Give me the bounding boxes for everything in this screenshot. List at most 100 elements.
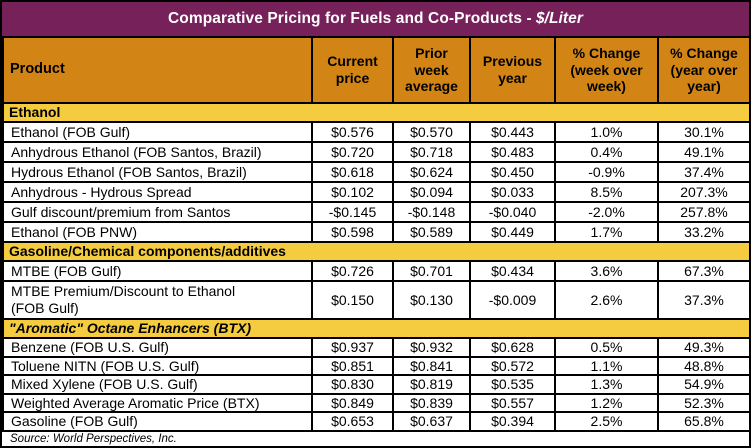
col-header-prior-week-average: Prior week average — [392, 36, 471, 104]
product-cell: MTBE (FOB Gulf) — [2, 260, 313, 282]
col-header-pct-change-yoy: % Change (year over year) — [657, 36, 749, 104]
product-cell: Weighted Average Aromatic Price (BTX) — [2, 392, 313, 414]
column-header-row: Product Current price Prior week average… — [2, 36, 749, 104]
cell-prior-week-average: $0.130 — [392, 280, 471, 320]
cell-current-price: $0.851 — [311, 355, 394, 377]
cell-prior-week-average: $0.094 — [392, 181, 471, 203]
cell-current-price: $0.937 — [311, 337, 394, 358]
cell-previous-year: $0.483 — [469, 141, 556, 163]
table-row: Benzene (FOB U.S. Gulf) $0.937 $0.932 $0… — [2, 337, 749, 358]
table-row: MTBE (FOB Gulf) $0.726 $0.701 $0.434 3.6… — [2, 260, 749, 282]
product-cell: Anhydrous Ethanol (FOB Santos, Brazil) — [2, 141, 313, 163]
cell-prior-week-average: $0.637 — [392, 411, 471, 432]
section-header-aromatic-btx: "Aromatic" Octane Enhancers (BTX) — [2, 318, 749, 339]
cell-current-price: $0.102 — [311, 181, 394, 203]
cell-pct-change-wow: 1.0% — [554, 121, 659, 143]
cell-pct-change-yoy: 207.3% — [657, 181, 749, 203]
cell-previous-year: $0.434 — [469, 260, 556, 282]
table-row: Hydrous Ethanol (FOB Santos, Brazil) $0.… — [2, 161, 749, 183]
col-header-previous-year: Previous year — [469, 36, 556, 104]
cell-pct-change-yoy: 37.3% — [657, 280, 749, 320]
table-title-bar: Comparative Pricing for Fuels and Co-Pro… — [2, 2, 749, 36]
cell-pct-change-wow: 0.4% — [554, 141, 659, 163]
cell-pct-change-wow: 1.3% — [554, 374, 659, 395]
section-row-ethanol: Ethanol — [2, 102, 749, 123]
cell-current-price: $0.598 — [311, 221, 394, 243]
cell-prior-week-average: -$0.148 — [392, 201, 471, 223]
cell-current-price: $0.849 — [311, 392, 394, 414]
source-note: Source: World Perspectives, Inc. — [2, 431, 749, 446]
product-cell: Ethanol (FOB Gulf) — [2, 121, 313, 143]
cell-prior-week-average: $0.841 — [392, 355, 471, 377]
col-header-current-price: Current price — [311, 36, 394, 104]
cell-prior-week-average: $0.589 — [392, 221, 471, 243]
cell-current-price: $0.830 — [311, 374, 394, 395]
product-cell: Gasoline (FOB Gulf) — [2, 411, 313, 432]
cell-pct-change-wow: 2.6% — [554, 280, 659, 320]
cell-current-price: $0.150 — [311, 280, 394, 320]
table-row: Anhydrous - Hydrous Spread $0.102 $0.094… — [2, 181, 749, 203]
cell-pct-change-yoy: 49.1% — [657, 141, 749, 163]
cell-prior-week-average: $0.718 — [392, 141, 471, 163]
section-row-aromatic-btx: "Aromatic" Octane Enhancers (BTX) — [2, 318, 749, 339]
cell-current-price: $0.618 — [311, 161, 394, 183]
cell-prior-week-average: $0.701 — [392, 260, 471, 282]
cell-pct-change-wow: 3.6% — [554, 260, 659, 282]
cell-pct-change-wow: -0.9% — [554, 161, 659, 183]
table-row: Ethanol (FOB PNW) $0.598 $0.589 $0.449 1… — [2, 221, 749, 243]
col-header-product: Product — [2, 36, 313, 104]
cell-current-price: $0.726 — [311, 260, 394, 282]
product-cell: Toluene NITN (FOB U.S. Gulf) — [2, 355, 313, 377]
table-row: Gasoline (FOB Gulf) $0.653 $0.637 $0.394… — [2, 411, 749, 432]
table-row: MTBE Premium/Discount to Ethanol (FOB Gu… — [2, 280, 749, 320]
cell-previous-year: $0.557 — [469, 392, 556, 414]
pricing-table: Product Current price Prior week average… — [2, 36, 749, 432]
table-row: Weighted Average Aromatic Price (BTX) $0… — [2, 392, 749, 414]
cell-pct-change-yoy: 30.1% — [657, 121, 749, 143]
cell-previous-year: $0.449 — [469, 221, 556, 243]
product-cell: Mixed Xylene (FOB U.S. Gulf) — [2, 374, 313, 395]
cell-prior-week-average: $0.839 — [392, 392, 471, 414]
cell-pct-change-yoy: 54.9% — [657, 374, 749, 395]
cell-pct-change-yoy: 67.3% — [657, 260, 749, 282]
cell-pct-change-yoy: 37.4% — [657, 161, 749, 183]
cell-prior-week-average: $0.932 — [392, 337, 471, 358]
product-cell: Benzene (FOB U.S. Gulf) — [2, 337, 313, 358]
cell-pct-change-yoy: 65.8% — [657, 411, 749, 432]
cell-previous-year: $0.628 — [469, 337, 556, 358]
cell-pct-change-yoy: 48.8% — [657, 355, 749, 377]
product-cell: MTBE Premium/Discount to Ethanol (FOB Gu… — [2, 280, 313, 320]
cell-pct-change-wow: 1.7% — [554, 221, 659, 243]
product-cell: Gulf discount/premium from Santos — [2, 201, 313, 223]
table-row: Mixed Xylene (FOB U.S. Gulf) $0.830 $0.8… — [2, 374, 749, 395]
table-row: Gulf discount/premium from Santos -$0.14… — [2, 201, 749, 223]
cell-prior-week-average: $0.819 — [392, 374, 471, 395]
cell-current-price: $0.720 — [311, 141, 394, 163]
cell-previous-year: $0.572 — [469, 355, 556, 377]
table-row: Anhydrous Ethanol (FOB Santos, Brazil) $… — [2, 141, 749, 163]
cell-prior-week-average: $0.570 — [392, 121, 471, 143]
cell-pct-change-wow: 8.5% — [554, 181, 659, 203]
cell-prior-week-average: $0.624 — [392, 161, 471, 183]
cell-pct-change-wow: 2.5% — [554, 411, 659, 432]
cell-current-price: $0.576 — [311, 121, 394, 143]
section-header-gasoline-chemical: Gasoline/Chemical components/additives — [2, 241, 749, 262]
col-header-pct-change-wow: % Change (week over week) — [554, 36, 659, 104]
cell-previous-year: $0.535 — [469, 374, 556, 395]
table-title-unit: $/Liter — [535, 10, 584, 27]
section-header-ethanol: Ethanol — [2, 102, 749, 123]
cell-pct-change-wow: 0.5% — [554, 337, 659, 358]
cell-previous-year: -$0.040 — [469, 201, 556, 223]
cell-pct-change-yoy: 52.3% — [657, 392, 749, 414]
cell-pct-change-wow: -2.0% — [554, 201, 659, 223]
cell-pct-change-wow: 1.2% — [554, 392, 659, 414]
cell-previous-year: -$0.009 — [469, 280, 556, 320]
cell-current-price: -$0.145 — [311, 201, 394, 223]
cell-pct-change-yoy: 257.8% — [657, 201, 749, 223]
cell-previous-year: $0.394 — [469, 411, 556, 432]
product-cell: Anhydrous - Hydrous Spread — [2, 181, 313, 203]
cell-pct-change-yoy: 49.3% — [657, 337, 749, 358]
section-row-gasoline-chemical: Gasoline/Chemical components/additives — [2, 241, 749, 262]
table-row: Ethanol (FOB Gulf) $0.576 $0.570 $0.443 … — [2, 121, 749, 143]
